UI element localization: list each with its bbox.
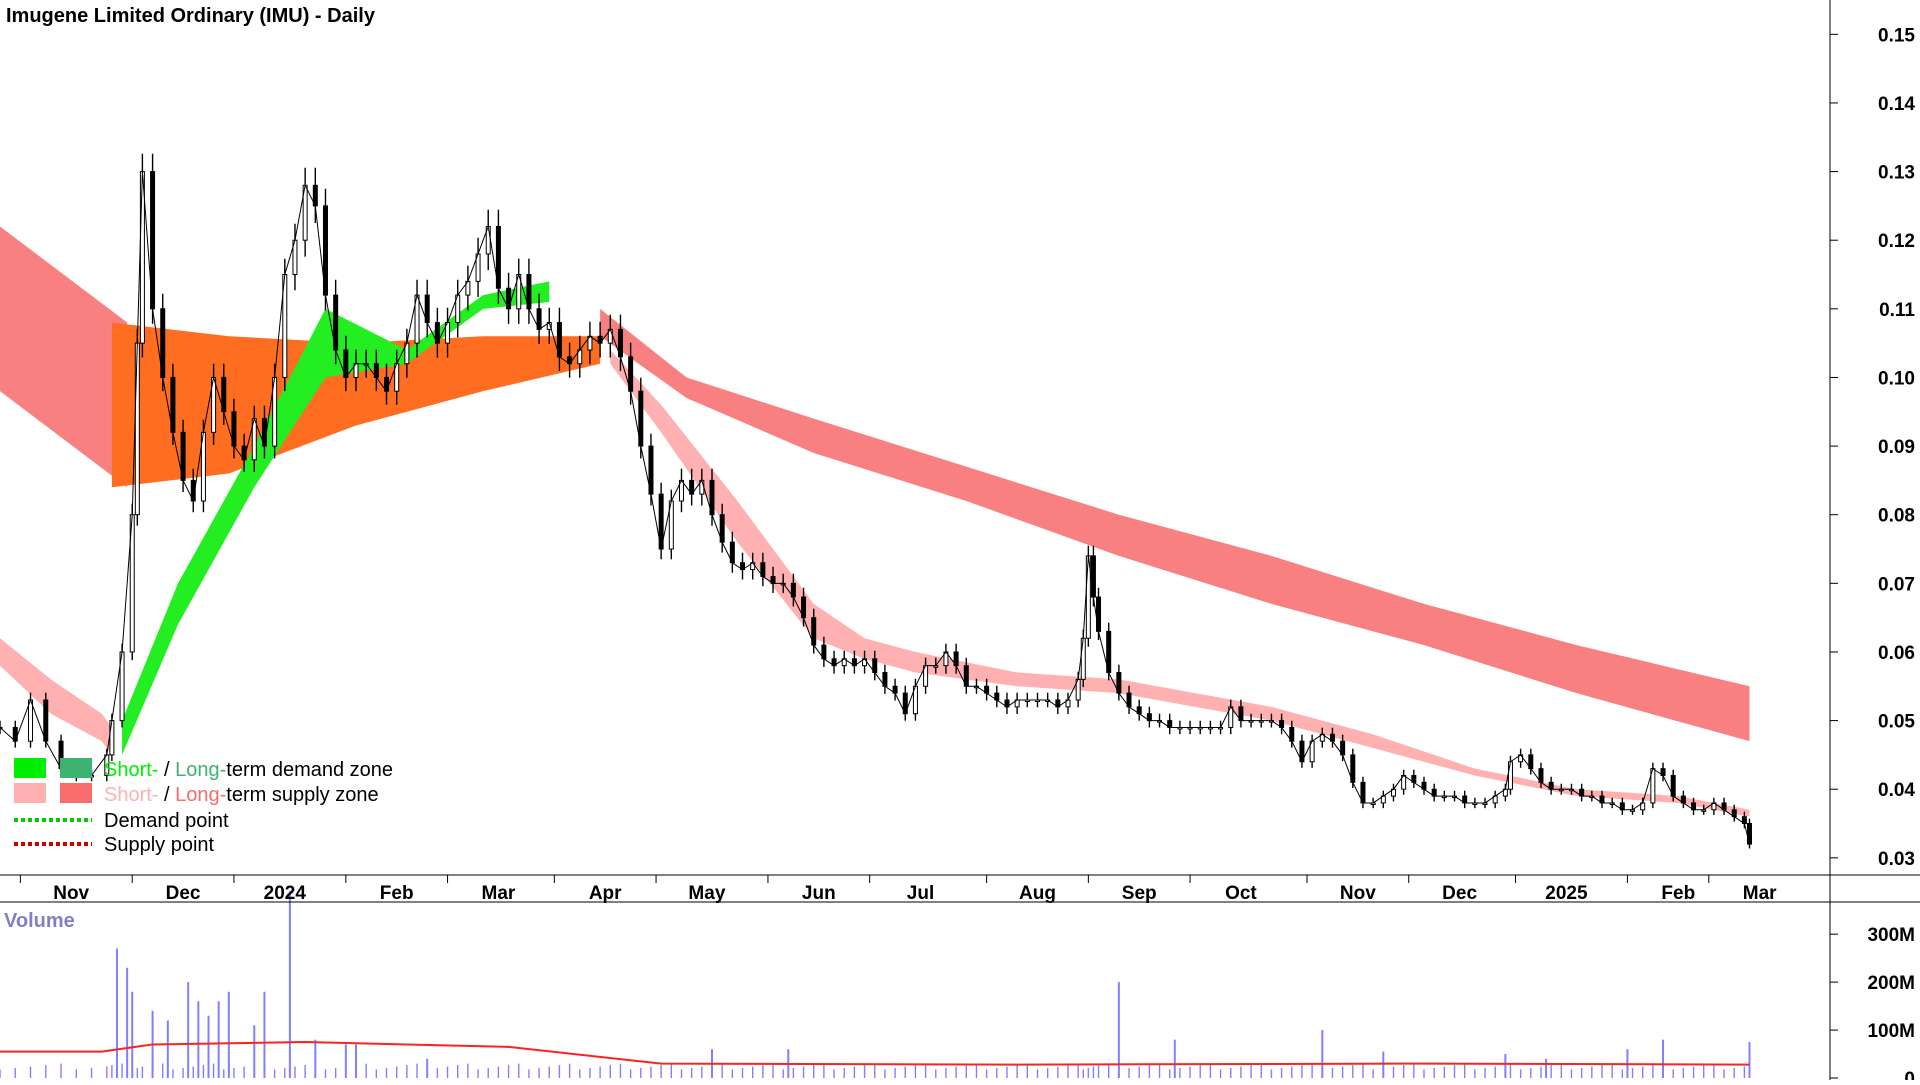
price-tick-label: 0.11: [1879, 300, 1915, 321]
price-tick-label: 0.05: [1878, 712, 1915, 733]
legend-short-swatch: [14, 758, 46, 778]
volume-tick-label: 100M: [1867, 1021, 1915, 1042]
price-candle: [43, 699, 49, 742]
price-tick-label: 0.06: [1878, 643, 1915, 664]
legend-long-swatch: [60, 783, 92, 803]
volume-ma-line: [0, 1041, 1750, 1066]
legend-label: Short- / Long-term demand zone: [104, 759, 393, 781]
x-tick-label: Jun: [802, 883, 836, 904]
price-candle: [109, 720, 115, 756]
price-tick-label: 0.08: [1878, 506, 1915, 527]
volume-title: Volume: [4, 910, 75, 932]
x-tick-label: Dec: [166, 883, 201, 904]
volume-bars: [0, 891, 1751, 1078]
band-3-segment-0: [0, 638, 112, 755]
x-tick-label: Feb: [1661, 883, 1695, 904]
price-tick-label: 0.03: [1878, 849, 1915, 870]
price-tick-label: 0.13: [1878, 163, 1915, 184]
price-tick-label: 0.10: [1878, 368, 1915, 389]
legend-short-swatch: [14, 783, 46, 803]
price-candle: [1090, 555, 1096, 598]
legend-label: Supply point: [104, 834, 215, 856]
legend: Short- / Long-term demand zone Short- / L…: [14, 758, 393, 856]
legend-label: Short- / Long-term supply zone: [104, 784, 379, 806]
legend-long-swatch: [60, 758, 92, 778]
price-candle: [1080, 637, 1086, 680]
price-candles: [0, 153, 1752, 849]
price-tick-label: 0.15: [1878, 25, 1915, 46]
band-0-segment-1: [600, 308, 1750, 742]
price-tick-label: 0.07: [1878, 574, 1915, 595]
x-tick-label: Apr: [589, 883, 622, 904]
price-candle: [139, 171, 145, 344]
price-tick-label: 0.12: [1878, 231, 1915, 252]
volume-tick-label: 0: [1904, 1069, 1915, 1080]
price-candle: [1507, 761, 1513, 790]
x-tick-label: Oct: [1225, 883, 1257, 904]
x-tick-label: 2024: [264, 883, 307, 904]
price-line: [0, 171, 1750, 845]
x-tick-label: Nov: [1340, 883, 1376, 904]
x-tick-label: May: [688, 883, 725, 904]
chart-title: Imugene Limited Ordinary (IMU) - Daily: [6, 5, 376, 27]
band-0-segment-0: [0, 226, 128, 488]
price-candle: [12, 726, 18, 742]
x-tick-label: Feb: [380, 883, 414, 904]
volume-tick-label: 300M: [1867, 925, 1915, 946]
x-tick-label: Dec: [1442, 883, 1477, 904]
x-tick-label: Mar: [1743, 883, 1777, 904]
x-tick-label: Mar: [482, 883, 516, 904]
price-tick-label: 0.14: [1878, 94, 1915, 115]
x-tick-label: Jul: [907, 883, 934, 904]
price-candle: [28, 699, 34, 742]
x-tick-label: 2025: [1545, 883, 1588, 904]
legend-label: Demand point: [104, 810, 229, 832]
x-tick-label: Nov: [53, 883, 89, 904]
volume-tick-label: 200M: [1867, 973, 1915, 994]
price-candle: [1096, 596, 1102, 632]
price-tick-label: 0.09: [1878, 437, 1915, 458]
price-candle: [134, 342, 140, 516]
x-tick-label: Sep: [1122, 883, 1157, 904]
x-tick-label: Aug: [1019, 883, 1056, 904]
zone-bands: [0, 226, 1750, 817]
price-candle: [1746, 823, 1752, 845]
price-tick-label: 0.04: [1878, 780, 1915, 801]
